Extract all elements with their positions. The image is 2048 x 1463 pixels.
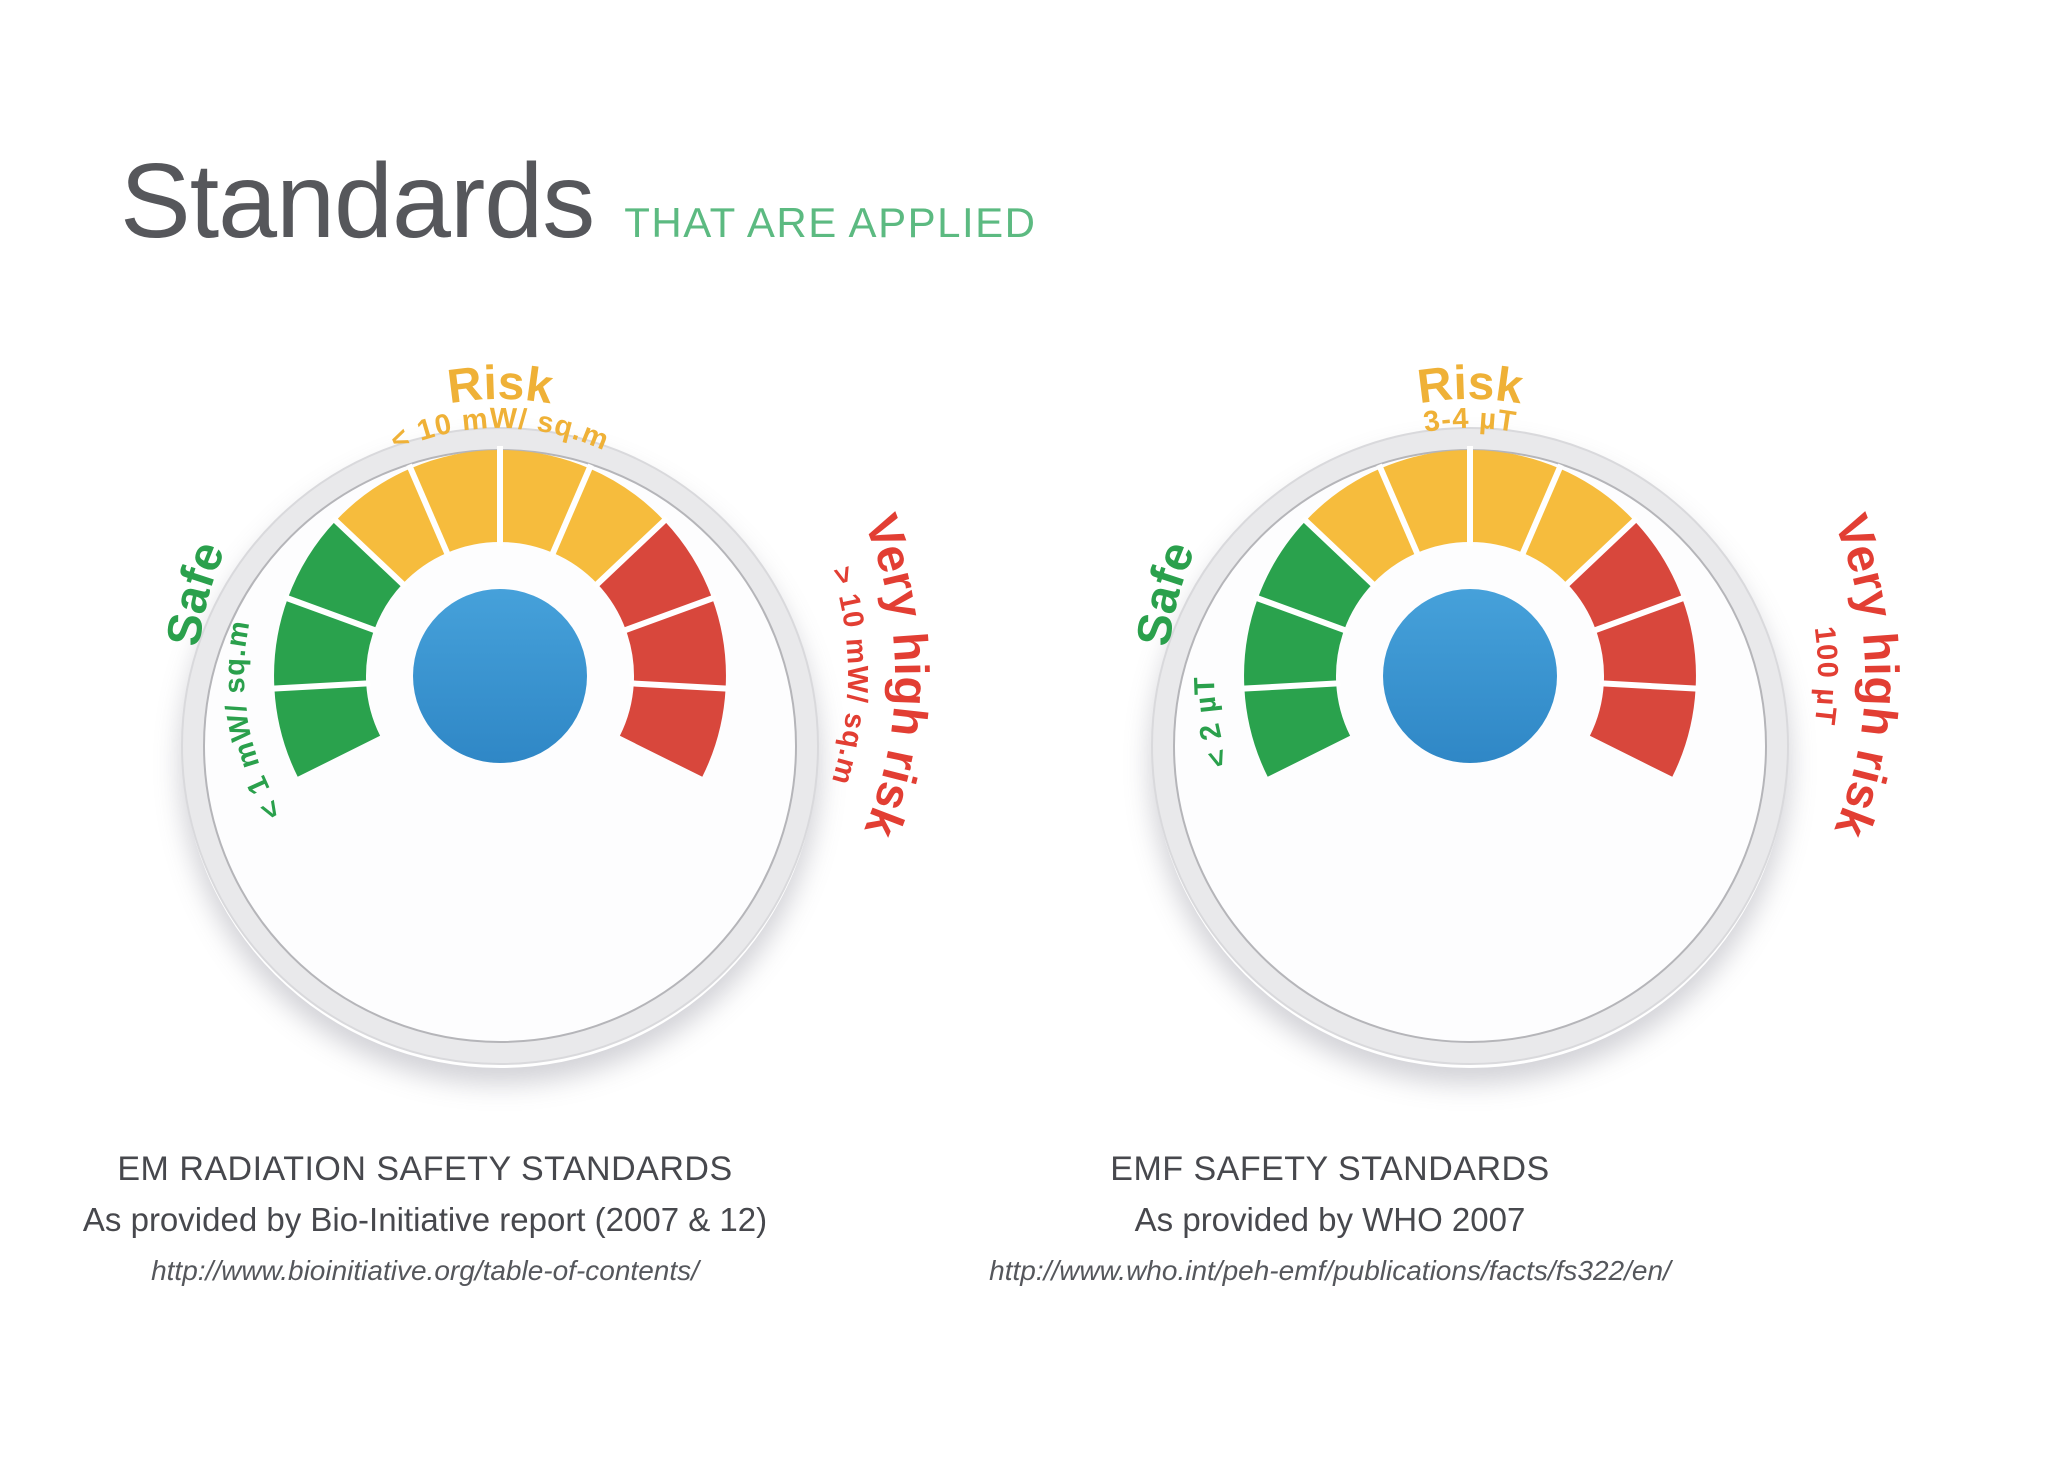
gauge-segment	[1257, 520, 1373, 630]
gauge-center-dot	[413, 589, 587, 763]
gauge-segment	[500, 450, 590, 553]
gauge-segment	[1380, 450, 1470, 553]
segment-divider	[629, 680, 730, 692]
gauge-segment	[335, 468, 447, 584]
segment-divider	[1252, 594, 1349, 635]
segment-divider	[282, 594, 379, 635]
risk-zone-label: Risk	[444, 357, 556, 415]
segment-divider	[1518, 463, 1564, 558]
gauge-center-dot	[1383, 589, 1557, 763]
segment-divider	[1300, 515, 1378, 589]
caption-source: As provided by Bio-Initiative report (20…	[82, 1201, 768, 1238]
gauge-segment	[287, 520, 403, 630]
page-title: Standards THAT ARE APPLIED	[120, 148, 1036, 254]
title-heading: Standards	[120, 142, 595, 260]
gauge-segment	[1305, 468, 1417, 584]
segment-divider	[270, 680, 371, 692]
caption-url: http://www.who.int/peh-emf/publications/…	[989, 1255, 1671, 1286]
title-subheading: THAT ARE APPLIED	[624, 199, 1037, 246]
segment-divider	[1591, 594, 1688, 635]
em-radiation-gauge: Safe < 1 mW/ sq.m Risk < 10 mW/ sq.m Ver…	[157, 357, 937, 1065]
caption-source: As provided by WHO 2007	[1134, 1201, 1526, 1238]
gauge-segment	[553, 468, 665, 584]
segment-divider	[1240, 680, 1341, 692]
caption-emf: EMF SAFETY STANDARDS As provided by WHO …	[980, 1150, 1680, 1287]
gauge-segments	[270, 446, 730, 777]
gauge-segments	[1240, 446, 1700, 777]
segment-divider	[1599, 680, 1700, 692]
gauge-segment	[1567, 520, 1683, 630]
segment-divider	[548, 463, 594, 558]
very-high-risk-zone-value: > 10 mW/ sq.m	[825, 563, 873, 789]
gauge-segment	[274, 683, 381, 777]
gauge-segment	[410, 450, 500, 553]
caption-title: EMF SAFETY STANDARDS	[1110, 1150, 1550, 1188]
segment-divider	[592, 515, 670, 589]
segment-divider	[330, 515, 408, 589]
risk-zone-label: Risk	[1414, 357, 1526, 415]
gauge-segment	[1523, 468, 1635, 584]
segment-divider	[1376, 463, 1422, 558]
gauge-segment	[1244, 683, 1351, 777]
very-high-risk-zone-value: 100 µT	[1808, 625, 1843, 727]
segment-divider	[1562, 515, 1640, 589]
gauge-segment	[1470, 450, 1560, 553]
emf-gauge: Safe < 2 µT Risk 3-4 µT Very high risk 1…	[1127, 357, 1907, 1065]
gauge-segment	[1589, 683, 1696, 777]
gauge-segment	[597, 520, 713, 630]
caption-title: EM RADIATION SAFETY STANDARDS	[117, 1150, 733, 1188]
caption-url: http://www.bioinitiative.org/table-of-co…	[151, 1255, 699, 1286]
segment-divider	[621, 594, 718, 635]
segment-divider	[406, 463, 452, 558]
caption-em-radiation: EM RADIATION SAFETY STANDARDS As provide…	[75, 1150, 775, 1287]
gauge-segment	[619, 683, 726, 777]
